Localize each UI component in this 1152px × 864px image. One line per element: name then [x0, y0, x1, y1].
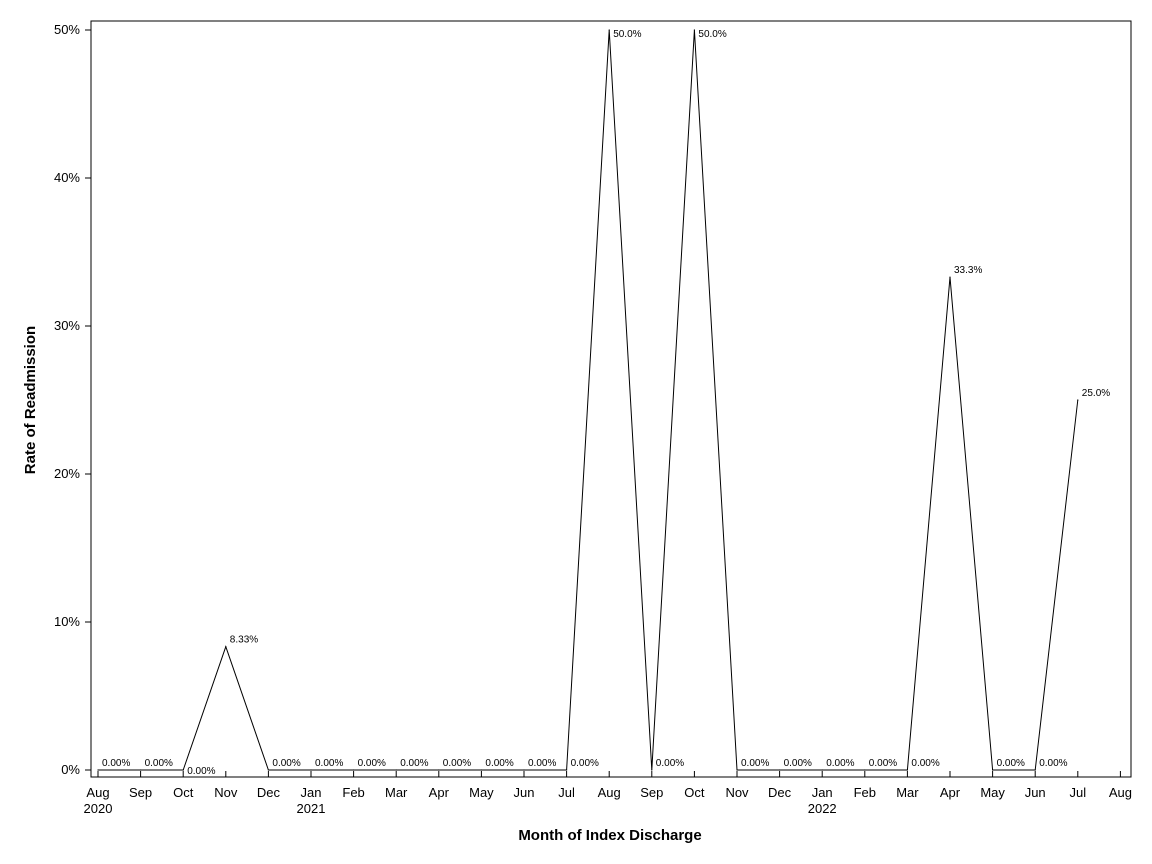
data-point — [140, 769, 142, 771]
x-tick-label: May — [469, 785, 494, 800]
data-label: 0.00% — [571, 758, 599, 769]
data-label: 0.00% — [443, 758, 471, 769]
x-tick-label: Feb — [342, 785, 364, 800]
x-tick-label: Jan — [301, 785, 322, 800]
data-point — [523, 769, 525, 771]
x-tick-label: Apr — [940, 785, 961, 800]
data-point — [779, 769, 781, 771]
x-tick-label: Oct — [173, 785, 194, 800]
data-label: 0.00% — [485, 758, 513, 769]
data-label: 0.00% — [315, 758, 343, 769]
data-point — [821, 769, 823, 771]
data-label: 0.00% — [145, 758, 173, 769]
data-point — [608, 29, 610, 31]
x-tick-label: Mar — [385, 785, 408, 800]
data-point — [225, 646, 227, 648]
x-tick-year-label: 2022 — [808, 801, 837, 816]
x-tick-label: Aug — [86, 785, 109, 800]
data-label: 33.3% — [954, 265, 982, 276]
plot-frame — [90, 20, 1132, 778]
data-point — [566, 769, 568, 771]
series-layer: 0.00% 0.00% 0.00% 8.33% 0.00% 0.00% 0.00% 0.00%… — [97, 29, 1110, 777]
data-label: 0.00% — [741, 758, 769, 769]
x-tick-label: Apr — [429, 785, 450, 800]
data-point — [906, 769, 909, 771]
data-label: 0.00% — [358, 758, 386, 769]
data-point — [480, 769, 482, 771]
x-tick-label: May — [980, 785, 1005, 800]
data-point — [395, 769, 397, 771]
x-tick-label: Jan — [812, 785, 833, 800]
x-tick-label: Nov — [725, 785, 749, 800]
y-axis: 0% 10% 20% 30% 40% 50% — [54, 22, 91, 777]
data-point — [438, 769, 440, 771]
data-point — [1034, 769, 1036, 771]
data-label: 0.00% — [869, 758, 897, 769]
data-point — [97, 769, 99, 771]
data-point — [182, 769, 184, 771]
data-label: 0.00% — [528, 758, 556, 769]
data-label: 0.00% — [826, 758, 854, 769]
data-label: 50.0% — [613, 29, 641, 40]
x-tick-label: Jun — [1025, 785, 1046, 800]
data-point — [736, 769, 738, 771]
x-tick-label: Oct — [684, 785, 705, 800]
x-tick-label: Sep — [129, 785, 152, 800]
x-tick-label: Aug — [1109, 785, 1132, 800]
data-label: 50.0% — [698, 29, 726, 40]
data-point — [864, 769, 866, 771]
data-label: 25.0% — [1082, 388, 1110, 399]
series-line — [98, 29, 1079, 771]
data-point — [1077, 399, 1079, 401]
y-tick-label: 50% — [54, 22, 80, 37]
data-point — [267, 769, 269, 771]
y-axis-title: Rate of Readmission — [22, 326, 39, 474]
x-tick-label: Nov — [214, 785, 238, 800]
y-tick-label: 40% — [54, 170, 80, 185]
data-label: 0.00% — [656, 758, 684, 769]
y-tick-label: 0% — [61, 762, 80, 777]
x-tick-label: Jul — [1069, 785, 1086, 800]
x-tick-year-label: 2020 — [84, 801, 113, 816]
x-tick-label: Jun — [514, 785, 535, 800]
x-tick-label: Dec — [768, 785, 792, 800]
data-label: 0.00% — [911, 758, 939, 769]
y-tick-label: 10% — [54, 614, 80, 629]
x-axis-title: Month of Index Discharge — [518, 827, 701, 844]
x-tick-label: Aug — [598, 785, 621, 800]
data-point — [949, 276, 951, 278]
x-tick-label: Mar — [896, 785, 919, 800]
data-label: 0.00% — [997, 758, 1025, 769]
data-point — [992, 769, 994, 771]
x-tick-label: Sep — [640, 785, 663, 800]
data-label: 0.00% — [102, 758, 130, 769]
data-label: 0.00% — [272, 758, 300, 769]
data-point — [353, 769, 355, 771]
data-point — [651, 769, 653, 771]
data-label: 0.00% — [187, 766, 215, 777]
x-tick-label: Feb — [854, 785, 876, 800]
y-tick-label: 20% — [54, 466, 80, 481]
data-label: 0.00% — [400, 758, 428, 769]
data-point — [310, 769, 312, 771]
data-label: 0.00% — [1039, 758, 1067, 769]
x-tick-label: Dec — [257, 785, 281, 800]
data-point — [693, 29, 696, 31]
x-tick-year-label: 2021 — [297, 801, 326, 816]
y-tick-label: 30% — [54, 318, 80, 333]
data-label: 0.00% — [784, 758, 812, 769]
x-tick-label: Jul — [558, 785, 575, 800]
data-label: 8.33% — [230, 635, 258, 646]
